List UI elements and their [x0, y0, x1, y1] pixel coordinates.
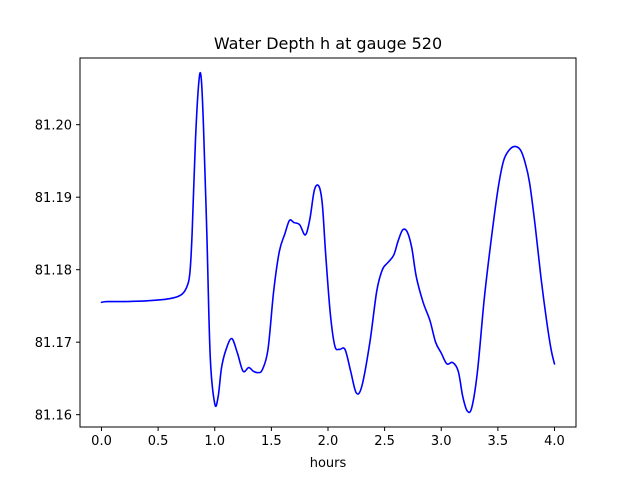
x-tick-label: 1.5	[261, 434, 282, 449]
series-line	[100, 72, 556, 414]
x-tick-label: 2.0	[318, 434, 339, 449]
y-tick-label: 81.16	[35, 409, 72, 424]
x-axis: 0.0 0.5 1.0 1.5 2.0 2.5 3.0 3.5 4.0	[91, 427, 565, 449]
y-tick-label: 81.18	[35, 264, 72, 279]
x-tick-label: 0.0	[91, 434, 112, 449]
x-tick-label: 0.5	[148, 434, 169, 449]
x-tick-label: 2.5	[374, 434, 395, 449]
x-tick-label: 3.5	[488, 434, 509, 449]
x-axis-label: hours	[310, 456, 347, 471]
x-tick-label: 1.0	[204, 434, 225, 449]
y-axis: 81.16 81.17 81.18 81.19 81.20	[35, 119, 80, 424]
x-tick-label: 4.0	[544, 434, 565, 449]
y-tick-label: 81.20	[35, 119, 72, 134]
chart-title: Water Depth h at gauge 520	[214, 34, 442, 53]
x-tick-label: 3.0	[431, 434, 452, 449]
y-tick-label: 81.17	[35, 336, 72, 351]
y-tick-label: 81.19	[35, 191, 72, 206]
